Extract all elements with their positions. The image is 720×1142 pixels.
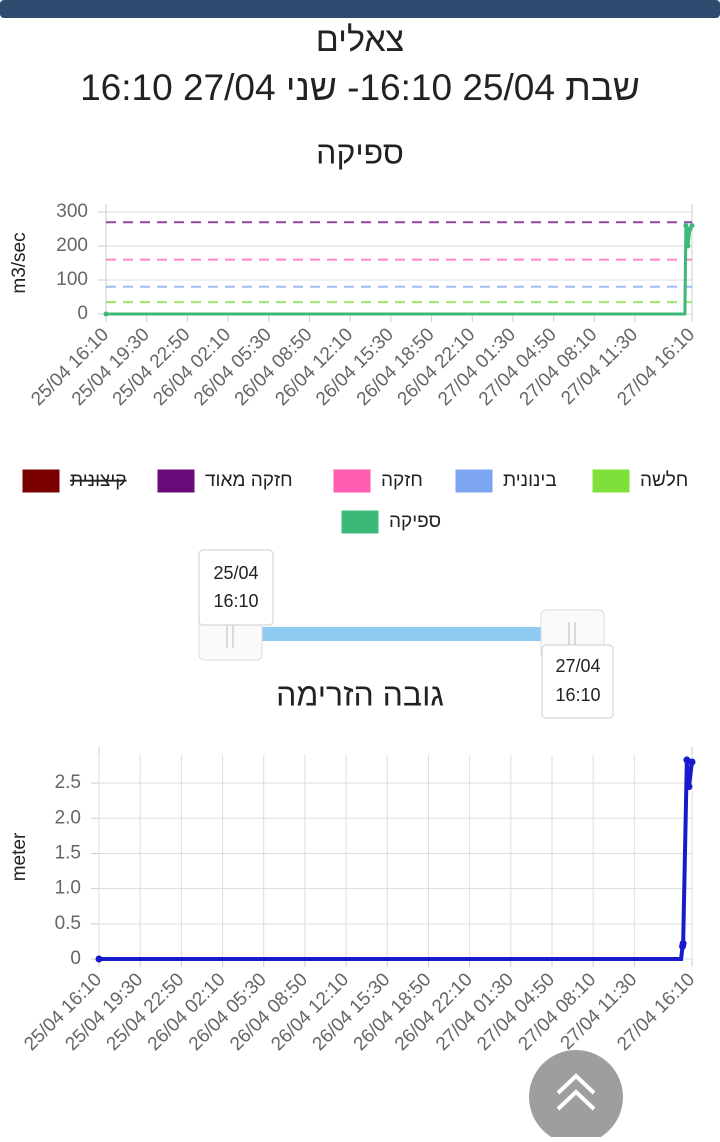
- chevron: [556, 1089, 596, 1111]
- legend-item[interactable]: חלשה: [591, 468, 688, 494]
- legend-label: קיצונית: [70, 470, 127, 491]
- data-point: [685, 783, 693, 791]
- legend-swatch: [454, 468, 494, 494]
- data-point: [683, 223, 689, 229]
- chart-title: ספיקה: [316, 134, 404, 170]
- y-tick-label: 2.5: [55, 772, 81, 793]
- data-point: [95, 955, 103, 963]
- legend-swatch: [156, 468, 196, 494]
- legend-swatch: [591, 468, 631, 494]
- legend-item[interactable]: בינונית: [454, 468, 557, 494]
- chart-title: גובה הזרימה: [276, 676, 444, 712]
- y-tick-label: 0.5: [55, 913, 81, 934]
- top-bar: [0, 0, 720, 18]
- y-tick-label: 0: [77, 303, 88, 324]
- legend-label: חזקה: [381, 470, 423, 491]
- scroll-top-button[interactable]: [529, 1050, 623, 1142]
- data-point: [679, 940, 687, 948]
- data-point: [689, 223, 695, 229]
- y-tick-label: 200: [56, 235, 88, 256]
- page-title: צאלים: [316, 21, 404, 59]
- legend-label: חלשה: [640, 470, 688, 491]
- tooltip-date: 25/04: [213, 563, 258, 583]
- legend-label: בינונית: [503, 470, 557, 491]
- y-axis-label: meter: [9, 832, 30, 881]
- legend-item[interactable]: חזקה: [332, 468, 423, 494]
- slider-tooltip: [541, 644, 614, 719]
- data-point: [103, 311, 109, 317]
- page-subtitle: שבת 25/04 16:10- שני 27/04 16:10: [80, 67, 640, 108]
- y-axis-label: m3/sec: [9, 232, 30, 293]
- chevron: [556, 1073, 596, 1095]
- data-line: [106, 224, 694, 316]
- button-circle[interactable]: [529, 1050, 623, 1142]
- data-point: [685, 243, 691, 249]
- legend-swatch: [340, 509, 380, 535]
- legend-item[interactable]: חזקה מאוד: [156, 468, 293, 494]
- slider-tooltip: [198, 549, 274, 626]
- legend-item[interactable]: קיצונית: [21, 468, 127, 494]
- y-tick-label: 1.5: [55, 842, 81, 863]
- data-line: [99, 759, 694, 961]
- data-point: [688, 758, 696, 766]
- range-slider[interactable]: 25/04 16:10 27/04 16:10: [198, 549, 614, 719]
- tooltip-time: 16:10: [213, 591, 258, 611]
- y-tick-label: 2.0: [55, 807, 81, 828]
- tooltip-date: 27/04: [555, 656, 600, 676]
- y-tick-label: 300: [56, 201, 88, 222]
- slider-track: [230, 627, 572, 641]
- legend-item[interactable]: ספיקה: [340, 509, 441, 535]
- y-tick-label: 0: [70, 948, 81, 969]
- tooltip-time: 16:10: [555, 685, 600, 705]
- legend-swatch: [21, 468, 61, 494]
- legend-label: ספיקה: [389, 511, 441, 532]
- legend-label: חזקה מאוד: [205, 470, 293, 491]
- y-tick-label: 100: [56, 269, 88, 290]
- y-tick-label: 1.0: [55, 878, 81, 899]
- legend-swatch: [332, 468, 372, 494]
